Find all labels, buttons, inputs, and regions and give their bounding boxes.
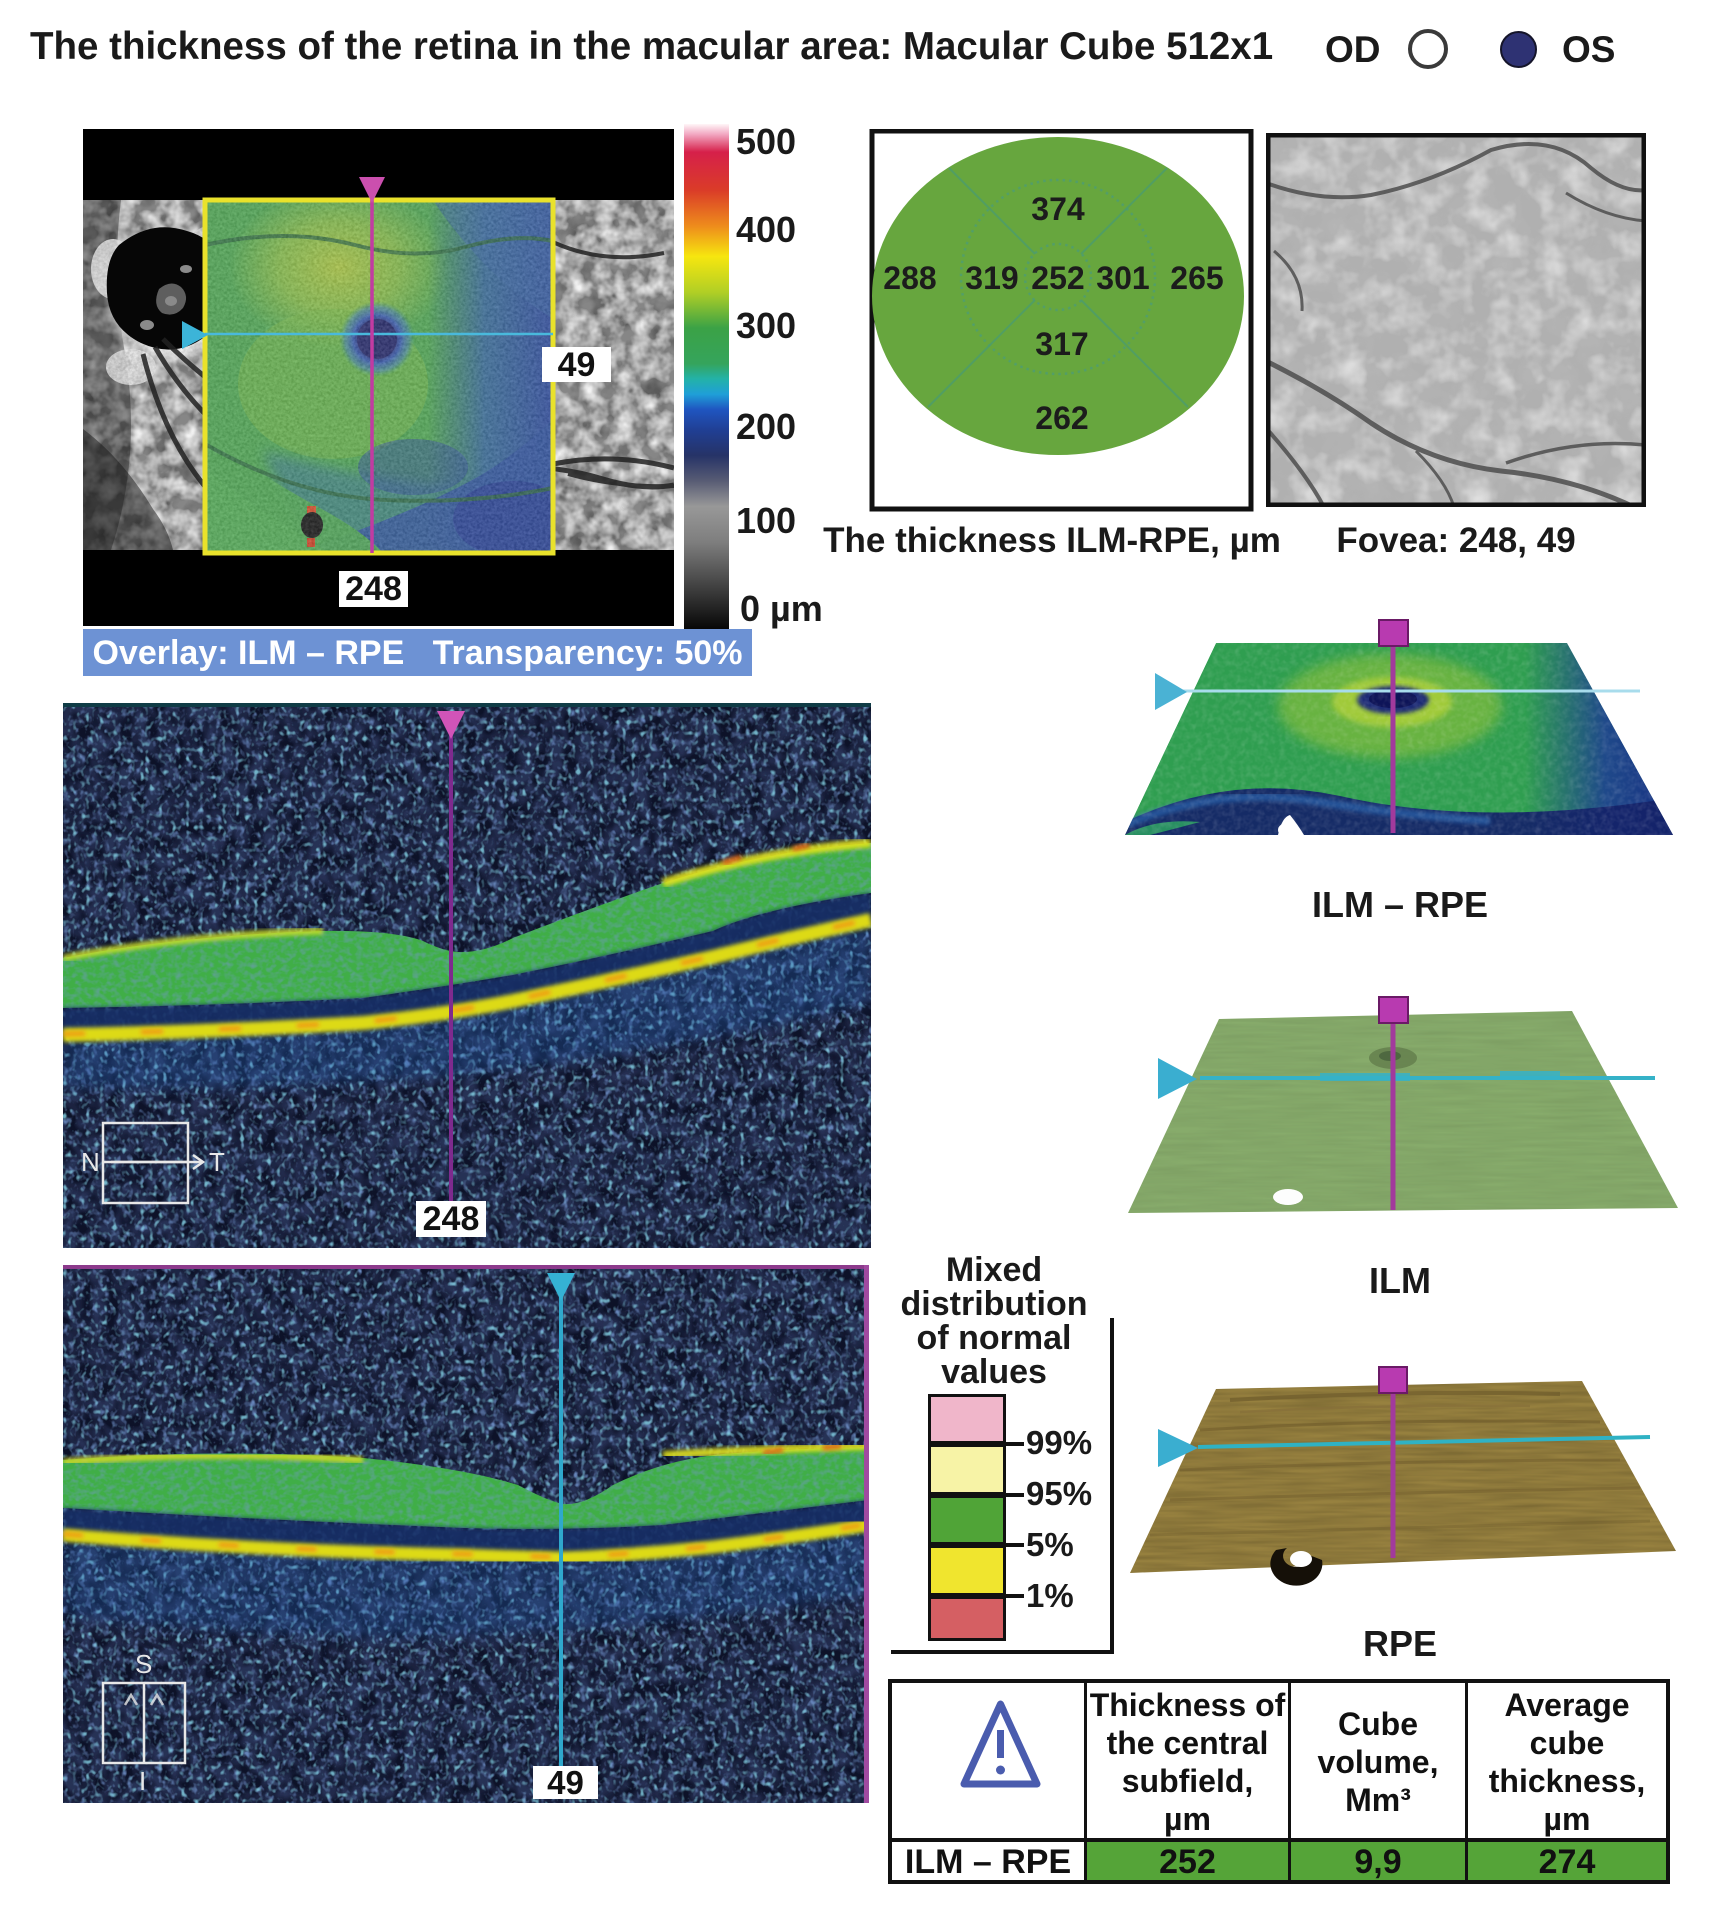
svg-text:T: T bbox=[209, 1147, 225, 1177]
svg-text:374: 374 bbox=[1031, 191, 1085, 227]
svg-text:319: 319 bbox=[965, 260, 1018, 296]
svg-text:265: 265 bbox=[1170, 260, 1223, 296]
svg-text:301: 301 bbox=[1096, 260, 1149, 296]
svg-text:252: 252 bbox=[1031, 260, 1084, 296]
svg-text:317: 317 bbox=[1035, 326, 1088, 362]
svg-text:N: N bbox=[81, 1147, 100, 1177]
svg-text:S: S bbox=[135, 1649, 152, 1679]
svg-text:262: 262 bbox=[1035, 400, 1088, 436]
svg-text:I: I bbox=[139, 1766, 146, 1796]
svg-text:288: 288 bbox=[883, 260, 936, 296]
